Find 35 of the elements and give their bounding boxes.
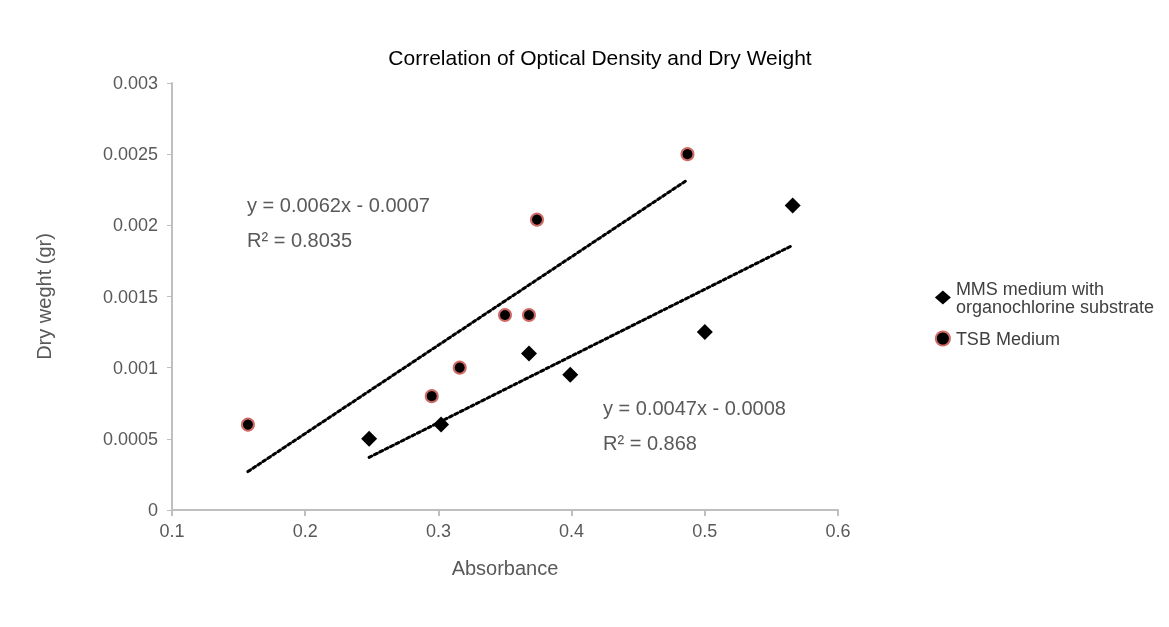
y-tick-label: 0.003 [112, 73, 158, 93]
point [521, 308, 536, 322]
y-tick-label: 0.0025 [102, 144, 158, 165]
annotation: y = 0.0047x - 0.0008 [602, 397, 786, 419]
x-tick-label: 0.6 [825, 521, 851, 541]
point [562, 366, 579, 383]
x-tick-label: 0.1 [159, 521, 185, 541]
x-tick-label: 0.3 [425, 521, 451, 541]
x-tick-label: 0.5 [692, 521, 718, 541]
legend-label: TSB Medium [955, 328, 1060, 349]
point [529, 212, 544, 227]
y-tick-label: 0.0005 [102, 428, 158, 449]
point [784, 197, 801, 214]
y-tick-label: 0.002 [112, 215, 158, 236]
x-tick-label: 0.2 [292, 521, 318, 541]
x-tick-label: 0.4 [559, 521, 585, 541]
point [424, 389, 439, 404]
point [433, 416, 450, 433]
annotation: R² = 0.8035 [247, 229, 353, 251]
point [680, 147, 695, 162]
chart-title: Correlation of Optical Density and Dry Weight [388, 46, 812, 69]
point [240, 417, 255, 432]
y-tick-label: 0.001 [112, 357, 158, 378]
y-tick-label: 0 [147, 500, 158, 520]
x-axis-title: Absorbance [451, 557, 559, 579]
point [498, 308, 512, 322]
point [520, 345, 537, 362]
annotation: y = 0.0062x - 0.0007 [246, 194, 430, 216]
point [361, 430, 378, 447]
point [696, 324, 713, 341]
y-tick-label: 0.0015 [102, 286, 158, 307]
legend-label: MMS medium with organochlorine substrate [955, 278, 1154, 317]
point [452, 360, 467, 375]
annotation: R² = 0.868 [603, 432, 697, 454]
y-axis-title: Dry weght (gr) [33, 233, 55, 360]
